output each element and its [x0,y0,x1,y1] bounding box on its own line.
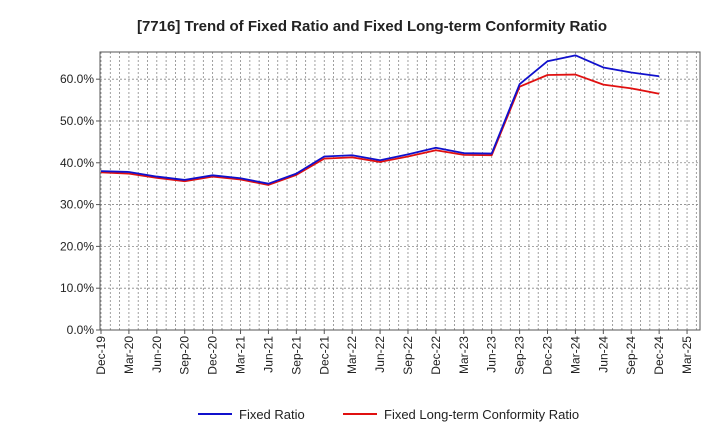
x-tick-label: Mar-25 [680,336,694,374]
y-tick-label: 30.0% [60,198,94,212]
x-tick-label: Jun-23 [485,336,499,373]
x-tick-label: Sep-21 [289,336,303,375]
x-tick-label: Jun-20 [150,336,164,373]
legend-label: Fixed Ratio [239,407,305,422]
y-tick-label: 0.0% [67,323,95,337]
x-axis-ticks: Dec-19 Mar-20 Jun-20 Sep-20 Dec-20 Mar-21 Jun-… [94,330,694,375]
series-line [100,73,660,186]
x-tick-label: Mar-20 [122,336,136,374]
x-tick-label: Sep-24 [624,336,638,375]
y-tick-label: 40.0% [60,156,94,170]
y-tick-label: 60.0% [60,72,94,86]
y-axis-ticks: 0.0% 10.0% 20.0% 30.0% 40.0% 50.0% 60.0% [60,72,100,337]
x-tick-label: Dec-20 [206,336,220,375]
x-tick-label: Mar-23 [457,336,471,374]
x-tick-label: Sep-20 [178,336,192,375]
legend-label: Fixed Long-term Conformity Ratio [384,407,579,422]
x-tick-label: Dec-19 [94,336,108,375]
x-tick-label: Dec-22 [429,336,443,375]
plot-area [99,51,701,331]
x-tick-label: Sep-23 [513,336,527,375]
legend: Fixed Ratio Fixed Long-term Conformity Ra… [198,407,579,422]
x-tick-label: Mar-21 [234,336,248,374]
y-tick-label: 20.0% [60,239,94,253]
chart-title: [7716] Trend of Fixed Ratio and Fixed Lo… [137,18,607,35]
y-tick-label: 10.0% [60,281,94,295]
x-tick-label: Jun-22 [373,336,387,373]
x-tick-label: Jun-21 [261,336,275,373]
x-tick-label: Mar-24 [568,336,582,374]
x-tick-label: Dec-21 [317,336,331,375]
series-lines [100,54,660,186]
x-tick-label: Jun-24 [596,336,610,373]
grid-lines [100,52,700,331]
x-tick-label: Dec-23 [541,336,555,375]
x-tick-label: Sep-22 [401,336,415,375]
series-line [100,54,660,185]
y-tick-label: 50.0% [60,114,94,128]
x-tick-label: Mar-22 [345,336,359,374]
x-tick-label: Dec-24 [652,336,666,375]
